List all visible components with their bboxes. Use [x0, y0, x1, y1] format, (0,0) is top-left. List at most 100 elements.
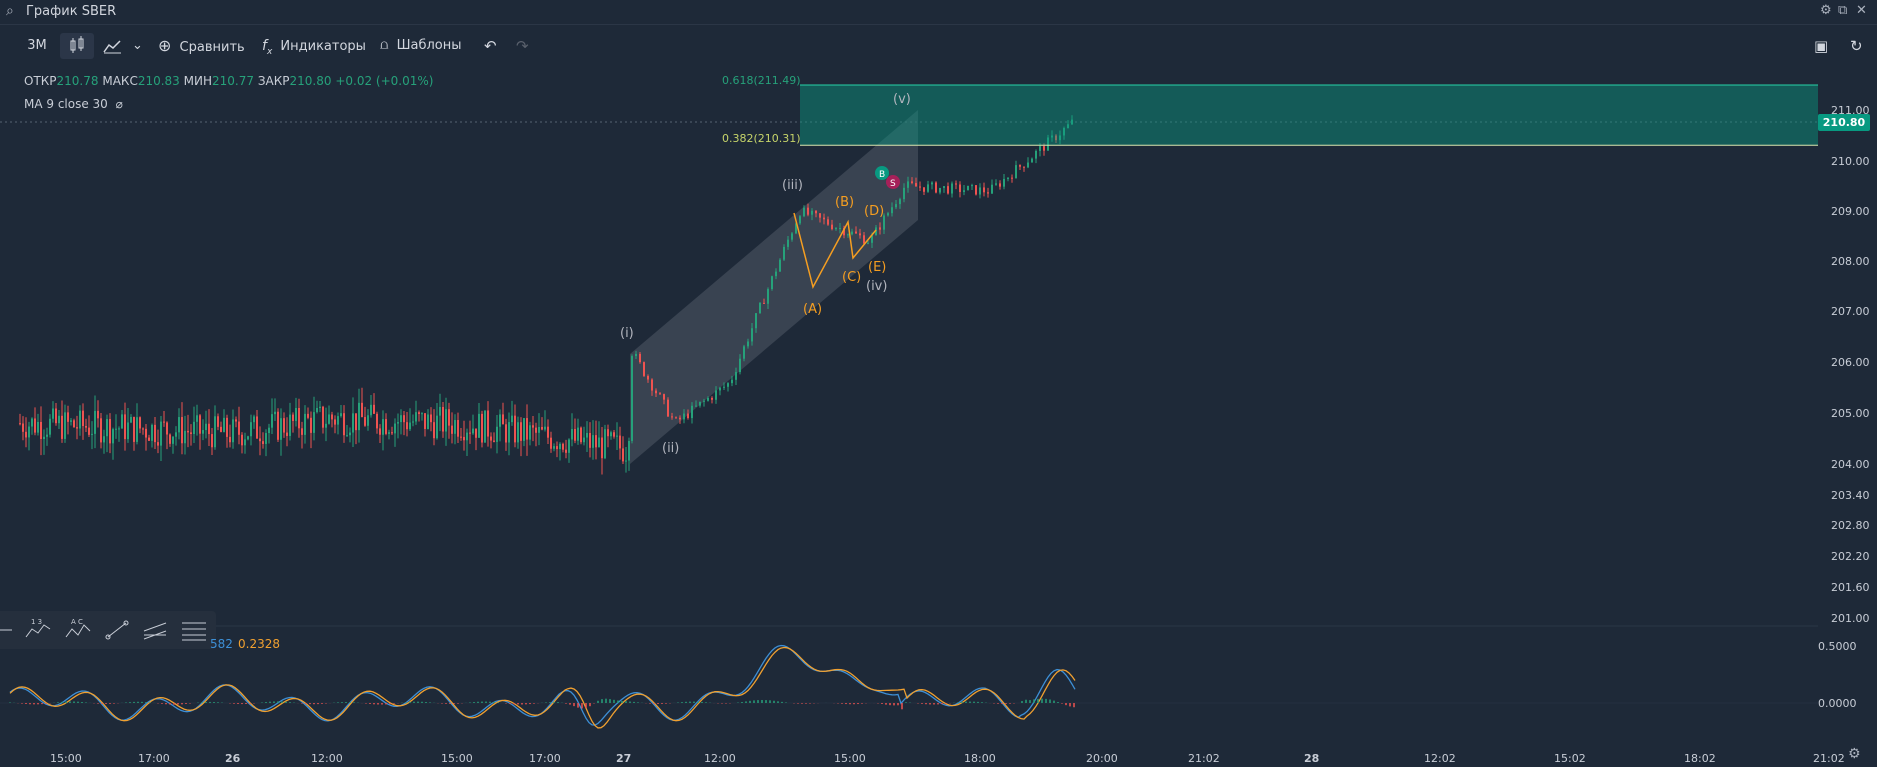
candle-body [94, 410, 96, 434]
search-icon[interactable]: ⌕ [6, 3, 14, 19]
candle-body [133, 416, 135, 442]
candle-body [1055, 135, 1057, 141]
candle-body [430, 414, 432, 423]
templates-icon: ⩍ [380, 38, 389, 53]
camera-icon[interactable]: ▣ [1814, 37, 1829, 55]
eye-hidden-icon[interactable]: ⌀ [115, 97, 123, 111]
settings-icon[interactable]: ⚙ [1820, 3, 1832, 18]
candle-body [839, 227, 841, 229]
candle-body [70, 420, 72, 422]
candle-body [514, 415, 516, 443]
candle-body [871, 235, 873, 243]
interval-button[interactable]: 3M [27, 38, 47, 53]
candle-body [37, 421, 39, 433]
candle-body [541, 426, 543, 430]
candle-body [274, 411, 276, 415]
candle-body [639, 353, 641, 363]
correction-wave-icon[interactable]: A C [62, 617, 94, 643]
candle-body [235, 419, 237, 422]
candle-body [433, 422, 435, 439]
candle-body [1051, 135, 1053, 138]
elliott-tool-icon[interactable] [0, 617, 32, 643]
x-tick-label: 12:00 [704, 752, 736, 765]
indicators-button[interactable]: fx Индикаторы [262, 33, 366, 59]
candle-body [172, 436, 174, 444]
candle-body [97, 410, 99, 419]
candle-body [58, 415, 60, 424]
fullscreen-icon[interactable]: ↻ [1850, 37, 1863, 55]
candle-body [148, 437, 150, 441]
candle-body [622, 448, 624, 462]
function-icon: fx [262, 38, 273, 57]
candle-body [337, 416, 339, 425]
x-tick-label: 21:02 [1188, 752, 1220, 765]
restore-icon[interactable]: ⧉ [1838, 3, 1848, 18]
chart-style-button[interactable] [100, 33, 126, 59]
close-icon[interactable]: ✕ [1856, 3, 1867, 18]
fib-level-bottom-label: 0.382(210.31) [722, 132, 801, 145]
ma-legend[interactable]: MA 9 close 30 ⌀ [24, 97, 123, 111]
candle-body [469, 432, 471, 434]
y-tick-label: 209.00 [1831, 205, 1870, 218]
candle-body [859, 233, 861, 236]
candle-body [406, 422, 408, 430]
candle-body [550, 437, 552, 449]
candle-body [346, 435, 348, 437]
candle-body [803, 207, 805, 217]
candle-body [127, 422, 129, 440]
candle-body [292, 414, 294, 421]
compare-button[interactable]: ⊕ Сравнить [158, 33, 245, 59]
candle-body [1047, 137, 1049, 151]
candle-body [943, 186, 945, 188]
candle-body [1039, 146, 1041, 151]
candle-body [755, 313, 757, 329]
candle-body [723, 386, 725, 388]
redo-icon[interactable]: ↷ [516, 37, 529, 55]
candle-body [711, 397, 713, 400]
candle-body [424, 413, 426, 429]
buy-marker-label: B [879, 170, 885, 180]
candle-body [823, 217, 825, 220]
candles-button[interactable] [60, 33, 94, 59]
chevron-down-icon[interactable]: ⌄ [132, 38, 143, 53]
candle-body [675, 417, 677, 419]
title-bar: ⌕ График SBER ⚙ ⧉ ✕ [0, 0, 1877, 25]
candle-body [250, 422, 252, 437]
wave-label: (C) [842, 270, 861, 285]
wave-label: (iii) [782, 178, 803, 193]
candle-body [85, 426, 87, 428]
candle-body [1019, 165, 1021, 167]
candle-body [184, 430, 186, 444]
buy-marker [875, 166, 889, 180]
candle-body [205, 423, 207, 431]
candle-body [967, 185, 969, 191]
candle-body [118, 428, 120, 430]
candle-body [631, 356, 633, 441]
undo-icon[interactable]: ↶ [484, 37, 497, 55]
candle-body [448, 409, 450, 426]
wave-label: (ii) [662, 441, 679, 456]
candle-body [683, 413, 685, 420]
candle-body [136, 417, 138, 442]
y-tick-label: 203.40 [1831, 489, 1870, 502]
candle-body [619, 435, 621, 449]
impulse-wave-icon[interactable]: 1 3 [22, 617, 54, 643]
close-label: ЗАКР [257, 74, 290, 88]
candle-body [963, 190, 965, 192]
channel-icon[interactable] [140, 617, 172, 643]
chart-settings-icon[interactable]: ⚙ [1848, 746, 1861, 762]
x-tick-label: 12:00 [311, 752, 343, 765]
candle-body [391, 432, 393, 434]
candle-body [313, 412, 315, 433]
fib-levels-icon[interactable] [178, 617, 210, 643]
candle-body [799, 216, 801, 224]
candle-body [361, 402, 363, 418]
change-value: +0.02 (+0.01%) [335, 74, 434, 88]
candle-body [595, 435, 597, 448]
trend-line-icon[interactable] [102, 617, 134, 643]
y-tick-label: 208.00 [1831, 255, 1870, 268]
candle-body [82, 410, 84, 427]
templates-button[interactable]: ⩍ Шаблоны [380, 33, 462, 59]
x-tick-label: 15:02 [1554, 752, 1586, 765]
